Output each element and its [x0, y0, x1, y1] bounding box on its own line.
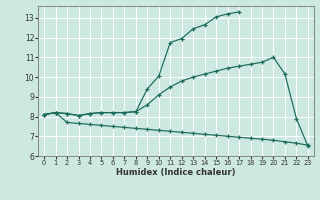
X-axis label: Humidex (Indice chaleur): Humidex (Indice chaleur) [116, 168, 236, 177]
